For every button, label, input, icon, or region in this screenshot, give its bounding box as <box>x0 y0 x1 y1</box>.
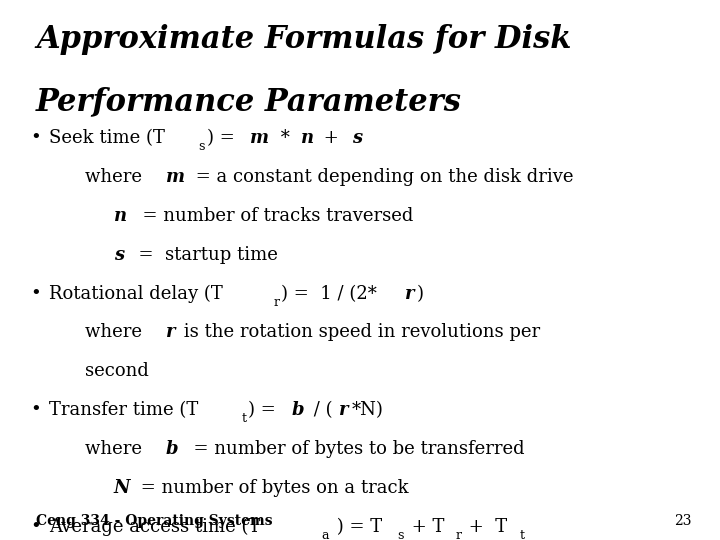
Text: Approximate Formulas for Disk: Approximate Formulas for Disk <box>36 24 572 55</box>
Text: = number of tracks traversed: = number of tracks traversed <box>131 207 413 225</box>
Text: Rotational delay (T: Rotational delay (T <box>49 285 222 302</box>
Text: Performance Parameters: Performance Parameters <box>36 86 462 117</box>
Text: n: n <box>114 207 127 225</box>
Text: =  startup time: = startup time <box>127 246 278 264</box>
Text: Average access time (T: Average access time (T <box>49 518 261 536</box>
Text: *: * <box>274 129 295 147</box>
Text: b: b <box>166 440 179 458</box>
Text: is the rotation speed in revolutions per: is the rotation speed in revolutions per <box>178 323 540 341</box>
Text: ) =  1 / (2*: ) = 1 / (2* <box>281 285 377 302</box>
Text: r: r <box>455 529 462 540</box>
Text: r: r <box>166 323 176 341</box>
Text: s: s <box>352 129 362 147</box>
Text: = number of bytes to be transferred: = number of bytes to be transferred <box>182 440 525 458</box>
Text: a: a <box>322 529 329 540</box>
Text: t: t <box>520 529 525 540</box>
Text: m: m <box>166 168 185 186</box>
Text: m: m <box>250 129 269 147</box>
Text: ) = T: ) = T <box>331 518 382 536</box>
Text: s: s <box>114 246 124 264</box>
Text: r: r <box>405 285 414 302</box>
Text: N: N <box>114 479 130 497</box>
Text: Seek time (T: Seek time (T <box>49 129 165 147</box>
Text: ): ) <box>417 285 424 302</box>
Text: •: • <box>30 518 41 536</box>
Text: where: where <box>85 168 148 186</box>
Text: ) =: ) = <box>207 129 240 147</box>
Text: = a constant depending on the disk drive: = a constant depending on the disk drive <box>191 168 574 186</box>
Text: where: where <box>85 440 148 458</box>
Text: 23: 23 <box>674 514 691 528</box>
Text: •: • <box>30 129 41 147</box>
Text: + T: + T <box>406 518 444 536</box>
Text: •: • <box>30 401 41 419</box>
Text: •: • <box>30 285 41 302</box>
Text: +: + <box>318 129 345 147</box>
Text: b: b <box>292 401 304 419</box>
Text: r: r <box>339 401 349 419</box>
Text: r: r <box>273 295 279 309</box>
Text: n: n <box>301 129 315 147</box>
Text: *N): *N) <box>351 401 384 419</box>
Text: / (: / ( <box>307 401 333 419</box>
Text: s: s <box>397 529 404 540</box>
Text: where: where <box>85 323 148 341</box>
Text: t: t <box>241 412 247 426</box>
Text: ) =: ) = <box>248 401 282 419</box>
Text: +  T: + T <box>463 518 507 536</box>
Text: = number of bytes on a track: = number of bytes on a track <box>135 479 409 497</box>
Text: second: second <box>85 362 149 380</box>
Text: Ceng 334 - Operating Systems: Ceng 334 - Operating Systems <box>36 514 273 528</box>
Text: Transfer time (T: Transfer time (T <box>49 401 198 419</box>
Text: s: s <box>199 140 205 153</box>
